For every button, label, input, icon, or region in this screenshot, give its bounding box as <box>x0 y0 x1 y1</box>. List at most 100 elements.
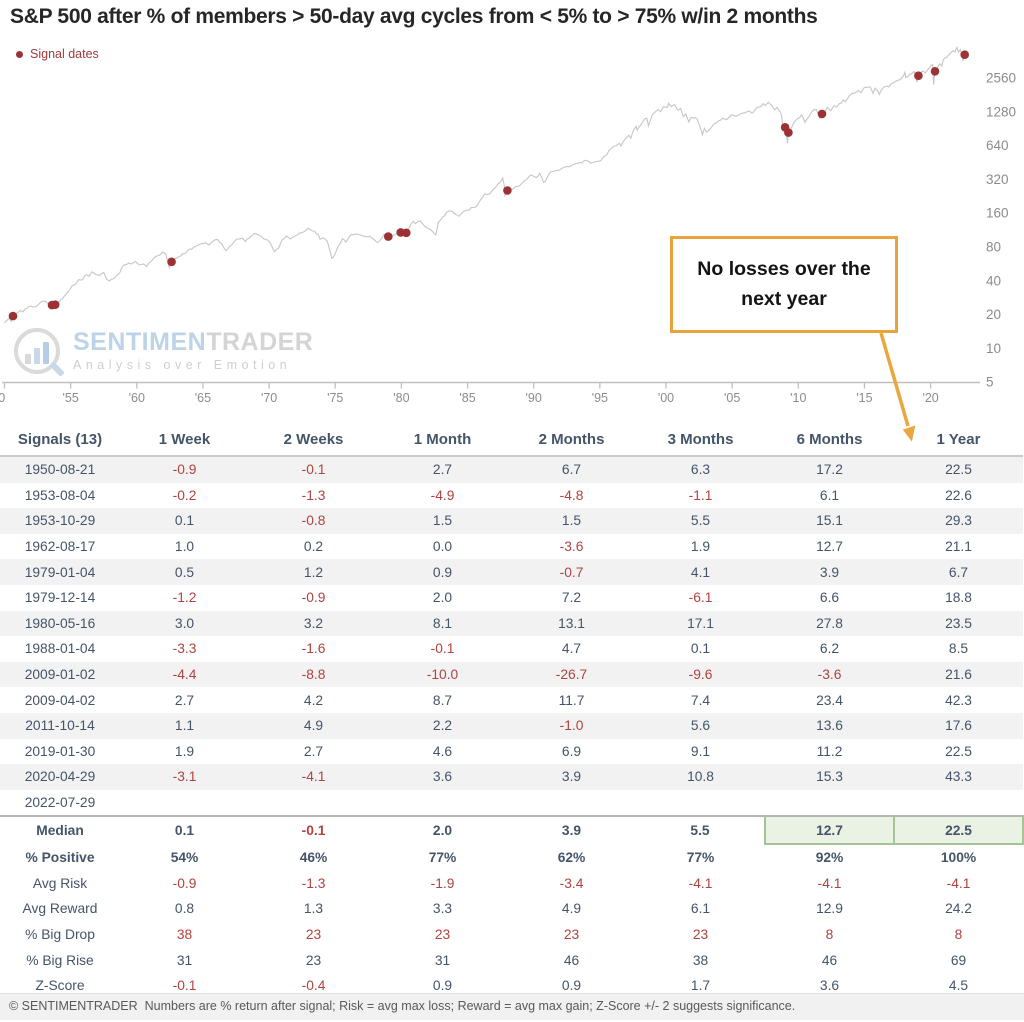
table-cell: 11.7 <box>558 692 585 708</box>
table-cell <box>249 790 378 817</box>
table-cell: 1.0 <box>174 539 195 555</box>
signal-returns-table: Signals (13) 1 Week 2 Weeks 1 Month 2 Months… <box>0 424 1024 998</box>
table-cell: -1.6 <box>301 641 326 657</box>
annotation-line2: next year <box>741 287 827 310</box>
summary-row: Median 0.1 -0.1 2.0 3.9 5.5 12.7 22.5 <box>0 815 1024 845</box>
annotation-callout: No losses over the next year <box>670 236 898 333</box>
table-cell: 1.2 <box>249 559 378 585</box>
table-cell: 8.7 <box>432 692 453 708</box>
signal-date: 1988-01-04 <box>24 641 96 657</box>
table-cell: 6.3 <box>636 456 765 483</box>
signal-row: 2019-01-30 1.9 2.7 4.6 6.9 9.1 11.2 22.5 <box>0 739 1023 765</box>
table-cell: -3.6 <box>559 539 584 555</box>
table-cell: 38 <box>176 926 193 942</box>
table-cell: 12.9 <box>816 901 843 917</box>
table-cell: -0.1 <box>249 456 378 483</box>
table-cell: 3.6 <box>819 978 840 994</box>
table-cell: 1.3 <box>303 901 324 917</box>
table-cell: 23 <box>305 952 322 968</box>
signal-date: 1953-10-29 <box>0 508 120 534</box>
price-line <box>4 46 967 324</box>
table-cell: 22.5 <box>894 456 1023 483</box>
signal-date: 1950-08-21 <box>0 456 120 483</box>
table-cell: -1.2 <box>172 590 197 606</box>
table-cell: 5.5 <box>636 508 765 534</box>
table-cell: 46% <box>299 849 328 865</box>
signal-dot <box>50 300 60 310</box>
table-cell: 3.2 <box>249 610 378 637</box>
y-tick-label: 10 <box>986 341 1001 356</box>
table-cell: 4.9 <box>249 712 378 739</box>
signal-dot <box>503 186 512 195</box>
table-cell <box>765 790 894 817</box>
table-cell: -0.1 <box>172 978 197 994</box>
table-cell: 1.7 <box>690 978 711 994</box>
signal-dot-icon <box>16 50 23 58</box>
table-cell: 31 <box>176 952 193 968</box>
table-cell: -4.9 <box>430 487 455 503</box>
signal-date: 1980-05-16 <box>0 610 120 637</box>
column-header: 3 Months <box>636 424 765 457</box>
table-cell: 27.8 <box>765 610 894 637</box>
table-cell: 23 <box>563 926 580 942</box>
table-cell: -4.1 <box>249 764 378 790</box>
table-cell: 23 <box>434 926 451 942</box>
signal-row: 1962-08-17 1.0 0.2 0.0 -3.6 1.9 12.7 21.1 <box>0 534 1023 560</box>
table-cell: -4.1 <box>817 875 842 891</box>
table-cell: -6.1 <box>688 590 713 606</box>
signal-row: 2022-07-29 <box>0 790 1023 817</box>
table-cell: -4.1 <box>946 875 971 891</box>
table-cell: 18.8 <box>945 590 972 606</box>
table-cell: 1.5 <box>378 508 507 534</box>
table-cell: 0.5 <box>120 559 249 585</box>
table-cell: 4.1 <box>636 559 765 585</box>
table-cell: 9.1 <box>690 743 711 759</box>
table-cell: -1.3 <box>301 487 326 503</box>
summary-row: % Positive 54% 46% 77% 62% 77% 92% 100% <box>0 844 1023 871</box>
column-header: 1 Week <box>120 424 249 457</box>
table-cell: 4.2 <box>303 692 324 708</box>
signal-date: 2009-01-02 <box>0 661 120 688</box>
table-cell: 21.6 <box>894 661 1023 688</box>
y-tick-label: 20 <box>986 307 1001 322</box>
watermark-text: SENTIMENTRADER Analysis over Emotion <box>73 328 314 373</box>
table-cell: 12.7 <box>764 815 895 845</box>
signal-date: 1962-08-17 <box>24 539 96 555</box>
brand-name-part2: TRADER <box>206 328 314 356</box>
table-cell: -26.7 <box>507 661 636 688</box>
table-cell: 31 <box>434 952 451 968</box>
table-cell: 100% <box>940 850 977 866</box>
table-cell: 8.5 <box>948 641 969 657</box>
signal-dot <box>384 232 393 241</box>
x-tick-label: '00 <box>658 391 674 405</box>
table-cell: 7.2 <box>561 590 582 606</box>
table-cell: -1.0 <box>507 712 636 739</box>
table-cell: -4.4 <box>120 661 249 688</box>
table-cell: 0.2 <box>303 539 324 555</box>
signal-date: 1953-08-04 <box>24 487 96 503</box>
signal-date: 1979-12-14 <box>24 590 96 606</box>
table-cell: 7.4 <box>690 692 711 708</box>
table-cell: -0.1 <box>249 815 378 844</box>
x-tick-label: '15 <box>856 391 872 405</box>
table-cell: 2.0 <box>378 815 507 844</box>
table-cell: 69 <box>950 952 967 968</box>
x-tick-label: '85 <box>459 391 475 405</box>
table-cell: 62% <box>557 849 586 865</box>
table-cell: 3.3 <box>432 901 453 917</box>
table-cell: 24.2 <box>945 901 972 917</box>
summary-row: % Big Rise 31 23 31 46 38 46 69 <box>0 947 1023 973</box>
signal-row: 1953-10-29 0.1 -0.8 1.5 1.5 5.5 15.1 29.3 <box>0 508 1023 534</box>
x-tick-label: '95 <box>592 391 608 405</box>
signal-row: 1980-05-16 3.0 3.2 8.1 13.1 17.1 27.8 23.5 <box>0 610 1023 637</box>
table-cell: 5.5 <box>636 815 765 844</box>
table-cell: 54% <box>170 849 199 865</box>
signal-dot <box>784 128 793 137</box>
summary-label: % Big Drop <box>25 926 95 942</box>
table-cell: -9.6 <box>636 661 765 688</box>
table-cell: 23.4 <box>816 692 843 708</box>
table-cell <box>636 790 765 817</box>
y-tick-label: 640 <box>986 138 1009 153</box>
signal-date: 2011-10-14 <box>0 712 120 739</box>
signal-dot <box>8 311 18 321</box>
